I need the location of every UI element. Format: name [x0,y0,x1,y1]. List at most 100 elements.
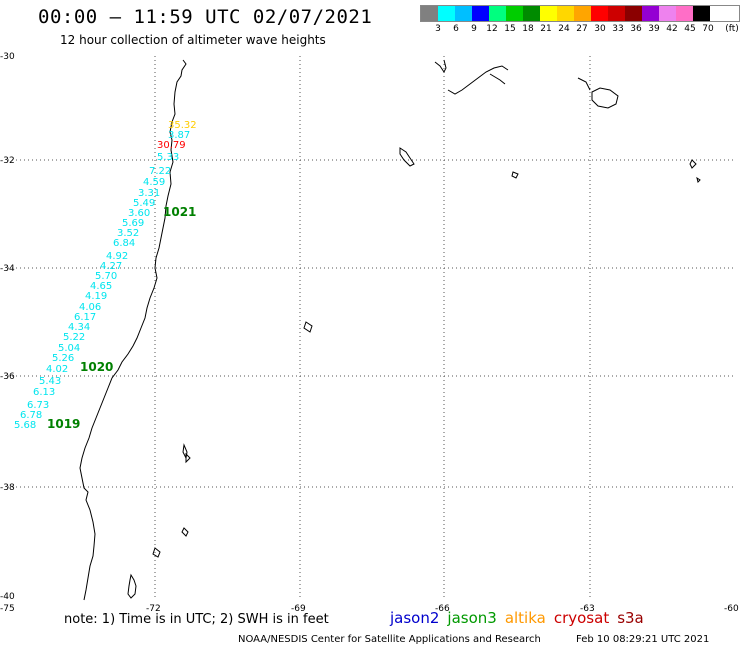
wave-height-value: 4.02 [46,364,68,375]
wave-height-value: 7.22 [149,166,171,177]
wave-height-values: 35.323.8730.795.337.224.593.315.493.605.… [14,120,197,431]
pass-time-label: 1021 [163,205,196,219]
legend-label: 21 [540,24,552,34]
wave-height-value: 3.31 [138,188,160,199]
satellite-s3a: s3a [617,609,644,627]
satellite-legend: jason2 jason3 altika cryosat s3a [390,609,652,627]
legend-swatch [489,6,506,21]
coastline [79,59,701,601]
legend-label: 18 [522,24,534,34]
atlantic-coast-north [434,59,509,95]
longitude-label: -66 [435,604,450,614]
small-island-4 [696,176,701,183]
legend-label: 70 [702,24,714,34]
legend-swatch [676,6,693,21]
small-island-3 [689,159,697,169]
inner-island-a [152,547,161,558]
wave-height-value: 6.84 [113,238,135,249]
wave-height-value: 5.43 [39,376,61,387]
legend-label: 12 [486,24,498,34]
wave-height-value: 5.26 [52,353,74,364]
wave-height-value: 4.34 [68,322,90,333]
small-island-1 [399,147,415,167]
satellite-jason2: jason2 [390,609,440,627]
wave-height-value: 30.79 [157,140,186,151]
wave-height-value: 5.22 [63,332,85,343]
footer: NOAA/NESDIS Center for Satellite Applica… [238,634,709,645]
legend-labels: 3 6 9 12 15 18 21 24 27 30 33 36 39 42 45 70 (ft) [420,22,740,36]
pass-time-labels: 1021 1020 1019 [47,205,196,431]
legend-swatch [523,6,540,21]
map-title: 00:00 – 11:59 UTC 02/07/2021 [38,6,373,28]
legend-label: 9 [471,24,477,34]
wave-height-value: 6.13 [33,387,55,398]
wave-height-value: 3.52 [117,228,139,239]
legend-label: 30 [594,24,606,34]
small-island-6 [185,452,191,464]
graticule [8,56,735,598]
wave-height-value: 35.32 [168,120,197,131]
chiloe-island [127,573,137,599]
wave-height-value: 3.60 [128,208,150,219]
color-legend: 3 6 9 12 15 18 21 24 27 30 33 36 39 42 45 70 (ft) [420,5,740,36]
inner-island-b [181,527,189,537]
legend-swatch [608,6,625,21]
legend-label: (ft) [725,24,739,34]
wave-height-value: 4.59 [143,177,165,188]
map-subtitle: 12 hour collection of altimeter wave hei… [60,33,326,47]
wave-height-value: 5.68 [14,420,36,431]
wave-height-value: 5.49 [133,198,155,209]
wave-height-value: 4.92 [106,251,128,262]
legend-swatch [591,6,608,21]
chile-coastline [79,59,187,601]
wave-height-value: 4.19 [85,291,107,302]
wave-height-value: 4.27 [100,261,122,272]
longitude-label: -72 [146,604,161,614]
small-island-2 [511,171,519,179]
legend-swatch [693,6,710,21]
wave-height-value: 4.06 [79,302,101,313]
note-text: note: 1) Time is in UTC; 2) SWH is in fe… [64,612,329,627]
longitude-label: -69 [291,604,306,614]
latitude-label: -40 [0,592,15,602]
legend-swatch [540,6,557,21]
axis-labels: -30 -32 -34 -36 -38 -40 -75 -72 -69 -66 -63 -60 [0,52,739,614]
wave-height-value: 3.87 [168,130,190,141]
pass-time-label: 1020 [80,360,113,374]
legend-label: 24 [558,24,570,34]
satellite-altika: altika [504,609,546,627]
bay-island [591,87,619,109]
longitude-label: -60 [724,604,739,614]
legend-label: 27 [576,24,588,34]
legend-swatch [506,6,523,21]
legend-color-bar [420,5,740,22]
legend-label: 42 [666,24,678,34]
legend-swatch [625,6,642,21]
wave-height-value: 6.78 [20,410,42,421]
latitude-label: -32 [0,156,15,166]
legend-label: 3 [435,24,441,34]
legend-label: 45 [684,24,696,34]
wave-height-value: 6.73 [27,400,49,411]
latitude-label: -36 [0,372,15,382]
footer-credit: NOAA/NESDIS Center for Satellite Applica… [238,634,541,645]
legend-swatch [472,6,489,21]
satellite-jason3: jason3 [447,609,497,627]
legend-label: 36 [630,24,642,34]
wave-height-value: 5.69 [122,218,144,229]
wave-height-value: 6.17 [74,312,96,323]
wave-height-value: 4.65 [90,281,112,292]
latitude-label: -30 [0,52,15,62]
wave-height-value: 5.04 [58,343,80,354]
legend-swatch [659,6,676,21]
latitude-label: -34 [0,264,15,274]
satellite-cryosat: cryosat [553,609,610,627]
wave-height-value: 5.70 [95,271,117,282]
longitude-label: -63 [580,604,595,614]
wave-height-value: 5.33 [157,152,179,163]
small-island-5 [303,321,313,333]
legend-label: 33 [612,24,624,34]
legend-label: 15 [504,24,516,34]
legend-label: 6 [453,24,459,34]
